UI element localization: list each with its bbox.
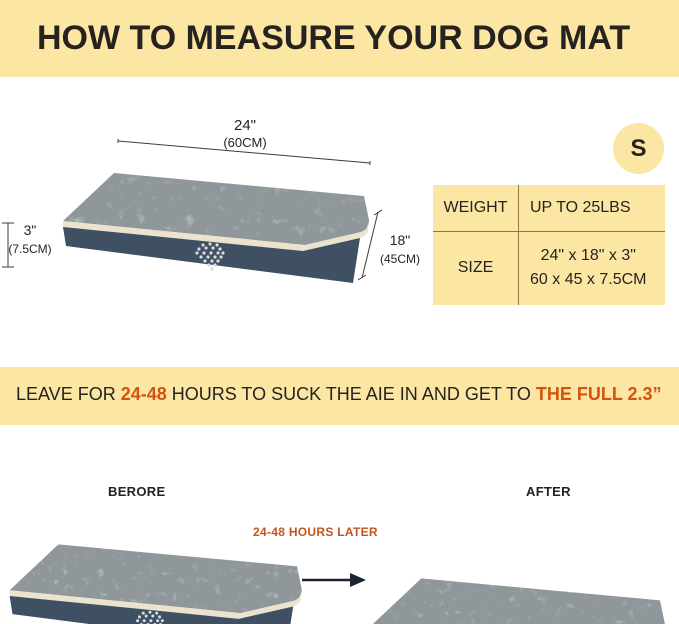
svg-text:3": 3" [24,222,37,238]
svg-text:(7.5CM): (7.5CM) [8,242,51,256]
svg-text:24": 24" [234,117,256,134]
svg-text:(45CM): (45CM) [380,252,420,266]
svg-text:(60CM): (60CM) [223,135,266,150]
svg-text:18": 18" [390,232,411,248]
